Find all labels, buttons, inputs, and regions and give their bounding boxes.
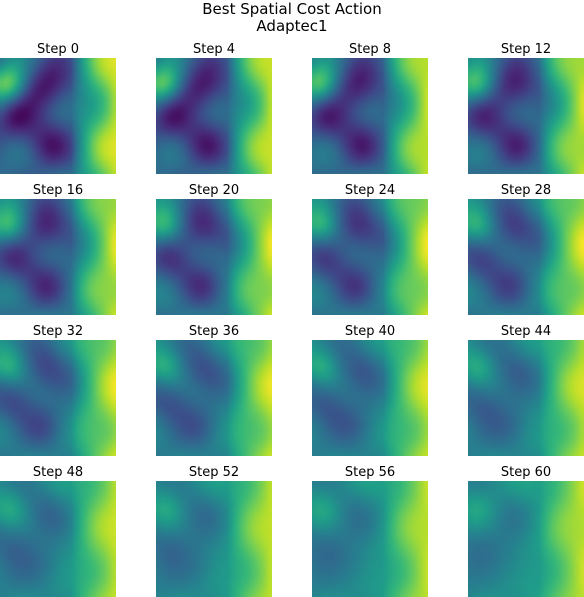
heatmap-image: [468, 481, 584, 597]
heatmap-panel: [0, 199, 116, 315]
heatmap-image: [312, 340, 428, 456]
heatmap-image: [312, 199, 428, 315]
panel-title: Step 28: [500, 183, 552, 198]
heatmap-image: [312, 58, 428, 174]
heatmap-panel: [156, 340, 272, 456]
panel-title: Step 16: [32, 183, 84, 198]
heatmap-panel: [0, 481, 116, 597]
panel-title: Step 40: [344, 324, 396, 339]
heatmap-image: [468, 340, 584, 456]
heatmap-image: [156, 340, 272, 456]
panel-title: Step 4: [192, 42, 235, 57]
heatmap-image: [468, 58, 584, 174]
panel-title: Step 8: [348, 42, 391, 57]
heatmap-image: [0, 58, 116, 174]
heatmap-image: [312, 481, 428, 597]
panel-title: Step 48: [32, 465, 84, 480]
heatmap-panel: [468, 58, 584, 174]
heatmap-panel: [312, 58, 428, 174]
panel-title: Step 36: [188, 324, 240, 339]
panel-title: Step 20: [188, 183, 240, 198]
chart-subtitle: Adaptec1: [256, 17, 328, 35]
heatmap-panel: [0, 58, 116, 174]
heatmap-panel: [468, 199, 584, 315]
heatmap-image: [468, 199, 584, 315]
panel-title: Step 56: [344, 465, 396, 480]
heatmap-panel: [312, 481, 428, 597]
heatmap-panel: [156, 58, 272, 174]
heatmap-image: [156, 199, 272, 315]
heatmap-image: [0, 199, 116, 315]
heatmap-image: [0, 340, 116, 456]
heatmap-image: [156, 58, 272, 174]
panel-title: Step 24: [344, 183, 396, 198]
panel-title: Step 0: [36, 42, 79, 57]
heatmap-panel: [312, 199, 428, 315]
heatmap-panel: [156, 199, 272, 315]
heatmap-image: [156, 481, 272, 597]
heatmap-panel: [468, 340, 584, 456]
chart-title: Best Spatial Cost Action: [202, 0, 382, 18]
heatmap-panel: [468, 481, 584, 597]
heatmap-panel: [0, 340, 116, 456]
heatmap-panel: [312, 340, 428, 456]
panel-title: Step 32: [32, 324, 84, 339]
panel-title: Step 12: [500, 42, 552, 57]
panel-title: Step 52: [188, 465, 240, 480]
panel-title: Step 60: [500, 465, 552, 480]
heatmap-panel: [156, 481, 272, 597]
panel-title: Step 44: [500, 324, 552, 339]
heatmap-image: [0, 481, 116, 597]
